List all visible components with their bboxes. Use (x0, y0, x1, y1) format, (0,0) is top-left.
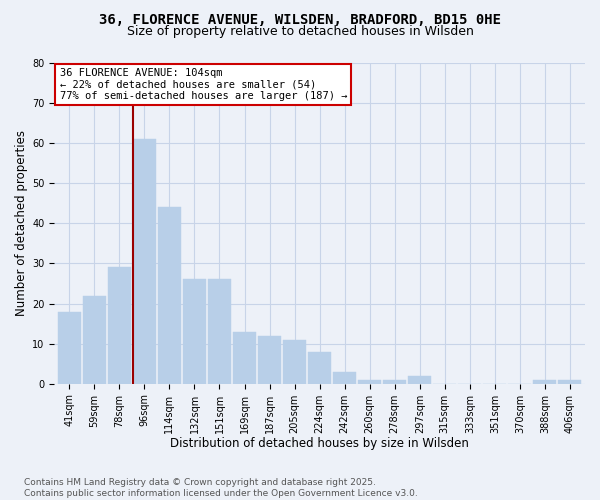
Bar (283, 340, 306, 384)
Text: 36, FLORENCE AVENUE, WILSDEN, BRADFORD, BD15 0HE: 36, FLORENCE AVENUE, WILSDEN, BRADFORD, … (99, 12, 501, 26)
X-axis label: Distribution of detached houses by size in Wilsden: Distribution of detached houses by size … (170, 437, 469, 450)
Bar (83, 296, 106, 384)
Text: 36 FLORENCE AVENUE: 104sqm
← 22% of detached houses are smaller (54)
77% of semi: 36 FLORENCE AVENUE: 104sqm ← 22% of deta… (59, 68, 347, 101)
Bar (108, 268, 131, 384)
Bar (133, 139, 156, 384)
Y-axis label: Number of detached properties: Number of detached properties (15, 130, 28, 316)
Bar (358, 380, 381, 384)
Bar (58, 312, 81, 384)
Bar (408, 376, 431, 384)
Bar (559, 380, 581, 384)
Bar (208, 280, 231, 384)
Bar (158, 208, 181, 384)
Bar (383, 380, 406, 384)
Bar (533, 380, 556, 384)
Bar (183, 280, 206, 384)
Bar (258, 336, 281, 384)
Bar (333, 372, 356, 384)
Bar (308, 352, 331, 384)
Text: Contains HM Land Registry data © Crown copyright and database right 2025.
Contai: Contains HM Land Registry data © Crown c… (24, 478, 418, 498)
Text: Size of property relative to detached houses in Wilsden: Size of property relative to detached ho… (127, 25, 473, 38)
Bar (233, 332, 256, 384)
